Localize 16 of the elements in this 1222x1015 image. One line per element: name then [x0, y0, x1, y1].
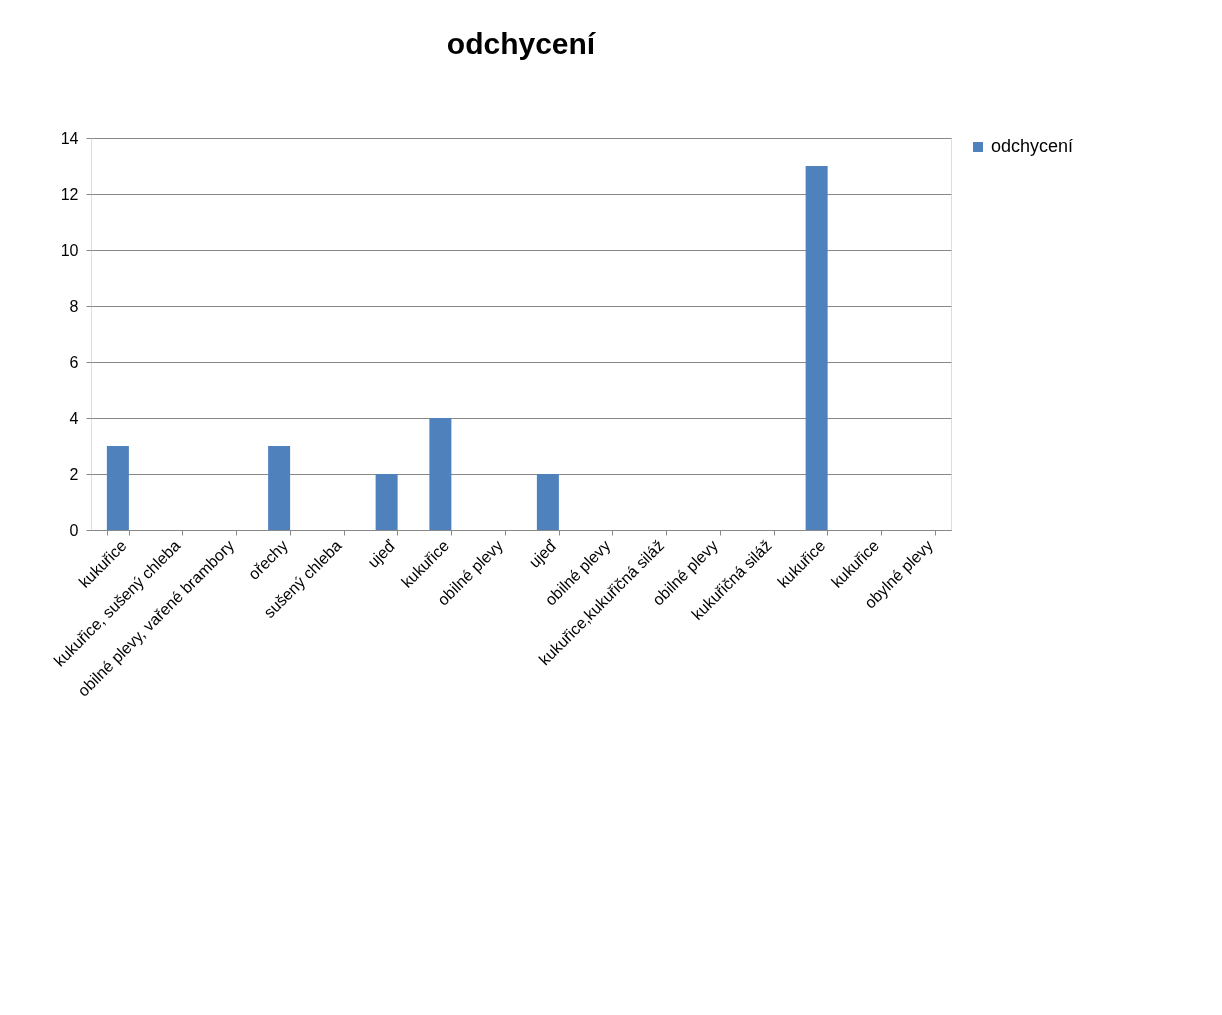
bar [268, 446, 291, 530]
y-tick-label: 0 [69, 521, 79, 539]
bar [805, 166, 828, 530]
bar [375, 474, 398, 530]
bar [106, 446, 129, 530]
y-tick-label: 2 [69, 465, 79, 483]
chart-title: odchycení [446, 27, 597, 60]
y-tick-label: 10 [60, 241, 79, 259]
y-tick-label: 6 [69, 353, 79, 371]
y-tick-label: 14 [60, 129, 79, 147]
y-tick-label: 12 [60, 185, 79, 203]
bar [536, 474, 559, 530]
legend-label: odchycení [991, 136, 1074, 156]
y-tick-label: 8 [69, 297, 79, 315]
y-tick-label: 4 [69, 409, 79, 427]
bar [429, 418, 452, 530]
